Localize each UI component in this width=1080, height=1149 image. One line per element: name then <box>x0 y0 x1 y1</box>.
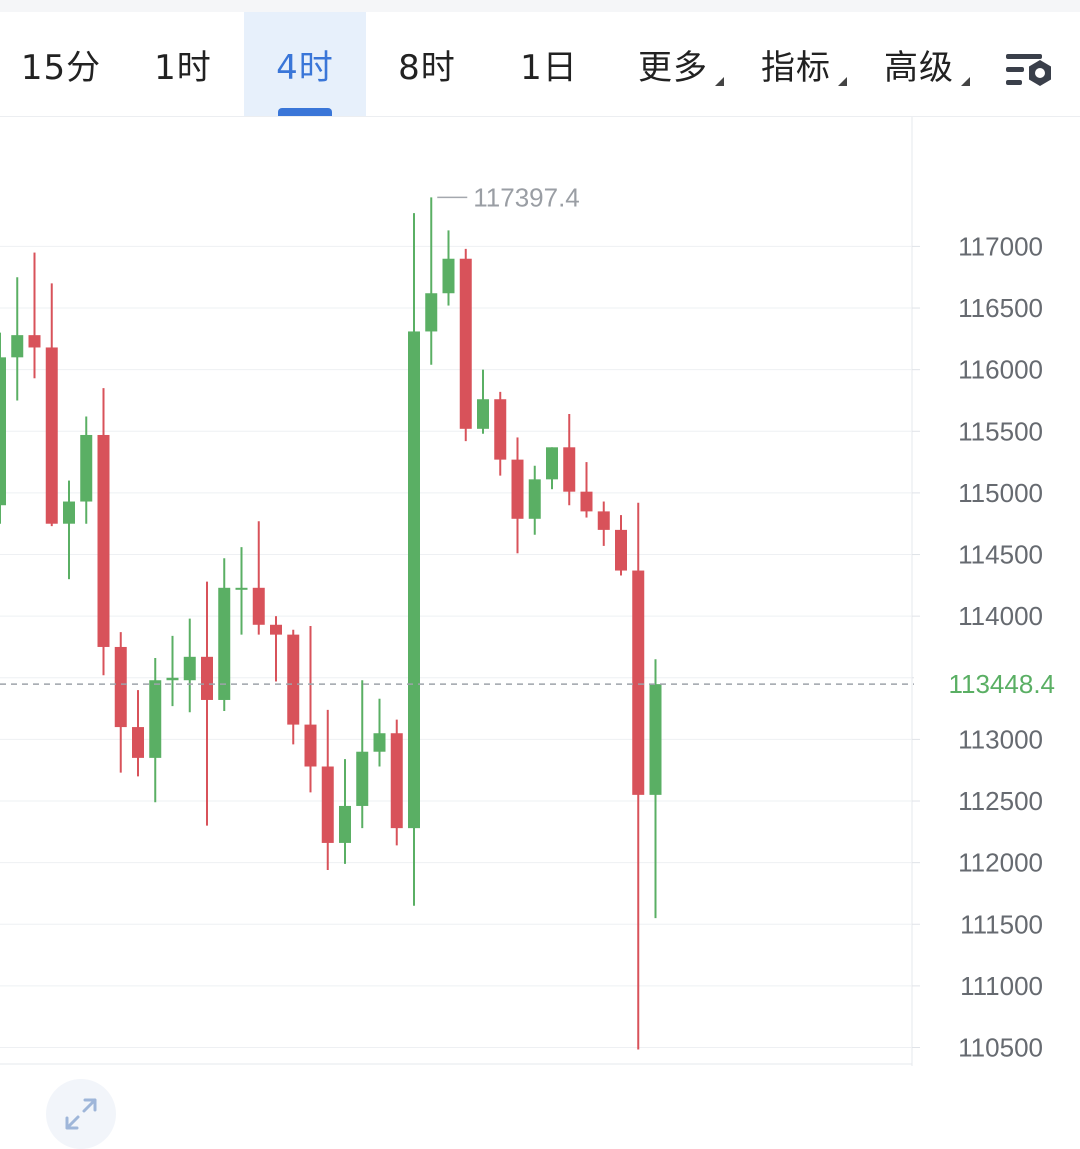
dropdown-triangle-icon <box>715 77 724 86</box>
y-tick-label: 111000 <box>960 971 1043 1001</box>
candle-body-up <box>63 501 75 524</box>
y-tick-label: 115000 <box>958 478 1043 508</box>
candle-body-up <box>235 587 248 590</box>
candle-body-down <box>97 434 110 647</box>
tab-label: 1时 <box>154 47 212 88</box>
tab-8h[interactable]: 8时 <box>366 12 488 116</box>
tab-label: 1日 <box>520 47 578 88</box>
tab-15m[interactable]: 15分 <box>0 12 122 116</box>
tab-1d[interactable]: 1日 <box>488 12 610 116</box>
chart-settings-button[interactable] <box>1000 40 1060 100</box>
candle-body-down <box>45 347 58 524</box>
candle-body-down <box>597 511 610 530</box>
candle-body-up <box>356 751 369 806</box>
candle-body-up <box>425 293 438 332</box>
tab-1h[interactable]: 1时 <box>122 12 244 116</box>
candle-body-up <box>373 733 386 752</box>
candle-body-down <box>252 587 265 625</box>
candle-body-down <box>201 656 213 700</box>
chart-settings-icon <box>1006 54 1051 86</box>
candle-body-up <box>0 357 6 506</box>
y-tick-label: 117000 <box>958 231 1043 261</box>
y-tick-label: 112000 <box>958 848 1043 878</box>
fullscreen-button[interactable] <box>46 1079 116 1149</box>
candle-body-up <box>218 587 231 700</box>
current-price-label-bg <box>914 664 1080 705</box>
tab-label: 更多 <box>638 47 708 88</box>
tab-4h[interactable]: 4时 <box>244 12 366 116</box>
tab-label: 指标 <box>761 47 831 88</box>
candle-body-down <box>563 447 576 492</box>
y-tick-label: 114500 <box>958 540 1043 570</box>
candle-body-up <box>442 258 455 294</box>
tab-advanced[interactable]: 高级 <box>858 12 980 116</box>
y-tick-label: 110500 <box>958 1033 1043 1063</box>
candle-body-up <box>183 656 196 681</box>
high-price-label: 117397.4 <box>473 182 580 212</box>
tab-label: 8时 <box>398 47 456 88</box>
candle-body-down <box>114 646 127 728</box>
dropdown-triangle-icon <box>961 77 970 86</box>
y-tick-label: 116500 <box>958 293 1043 323</box>
y-axis: 117000 116500 116000 115500 115000 114500 1140… <box>912 231 1043 1063</box>
tab-label: 4时 <box>276 47 334 88</box>
tab-indicators[interactable]: 指标 <box>735 12 857 116</box>
tab-more[interactable]: 更多 <box>612 12 734 116</box>
candle-body-up <box>80 434 93 502</box>
grid <box>0 117 913 1066</box>
y-tick-label: 116000 <box>958 355 1043 385</box>
candle-body-down <box>287 634 300 725</box>
candle-body-up <box>11 335 24 358</box>
expand-icon <box>65 1098 97 1130</box>
candle-body-down <box>304 724 317 767</box>
candle-body-down <box>321 766 334 843</box>
chart-area[interactable]: 117000 116500 116000 115500 115000 114500 1140… <box>0 117 1080 1149</box>
candle-body-down <box>580 491 593 512</box>
candle-body-up <box>649 684 662 795</box>
tab-label: 高级 <box>884 47 954 88</box>
y-tick-label: 114000 <box>958 601 1043 631</box>
candle-body-up <box>339 805 351 843</box>
candle-body-up <box>166 677 179 681</box>
candle-body-down <box>459 258 472 429</box>
candle-body-down <box>632 570 645 795</box>
y-tick-label: 113000 <box>958 724 1043 754</box>
dropdown-triangle-icon <box>838 77 847 86</box>
status-strip <box>0 0 1080 12</box>
candles <box>0 197 662 1050</box>
candle-body-up <box>528 479 541 519</box>
y-tick-label: 115500 <box>958 416 1043 446</box>
candlestick-chart[interactable]: 117000 116500 116000 115500 115000 114500 1140… <box>0 117 1080 1066</box>
current-price-label: 113448.4 <box>948 669 1055 699</box>
candle-body-down <box>28 335 41 348</box>
y-tick-label: 111500 <box>960 909 1043 939</box>
candle-body-down <box>615 529 627 571</box>
candle-body-up <box>408 331 420 829</box>
active-tab-indicator <box>278 108 332 116</box>
candle-body-down <box>132 727 144 758</box>
candle-body-down <box>270 624 282 635</box>
tab-label: 15分 <box>20 47 102 88</box>
candle-body-down <box>511 459 524 519</box>
candle-body-down <box>494 399 507 460</box>
candle-body-up <box>477 399 489 429</box>
candle-body-down <box>390 733 403 829</box>
y-tick-label: 112500 <box>958 786 1043 816</box>
candle-body-up <box>546 447 558 480</box>
interval-toolbar: 15分 1时 4时 8时 1日 更多 指标 高级 <box>0 12 1080 117</box>
candle-body-up <box>149 680 162 758</box>
